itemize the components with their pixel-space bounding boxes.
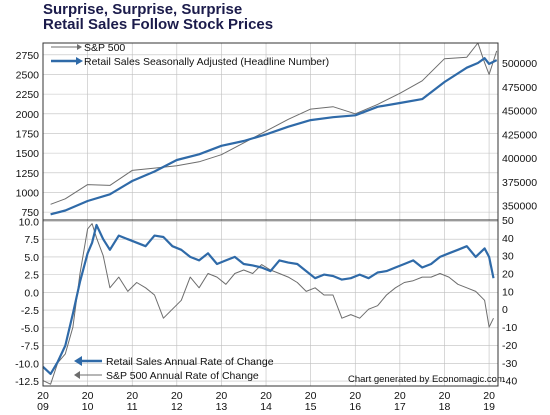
top-right-tick-label: 500000 xyxy=(502,58,537,70)
x-tick-label-top: 20 xyxy=(216,390,228,402)
bottom-right-tick-label: 30 xyxy=(502,251,514,263)
bottom-right-tick-label: -10 xyxy=(502,322,517,334)
bottom-left-tick-label: 10.0 xyxy=(19,216,40,228)
chart-credit: Chart generated by Economagic.com xyxy=(348,374,505,385)
x-tick-label-bottom: 18 xyxy=(439,401,451,413)
bottom-left-tick-label: -2.5 xyxy=(21,305,39,317)
x-tick-label-bottom: 17 xyxy=(394,401,406,413)
x-tick-label-top: 20 xyxy=(394,390,406,402)
top-right-tick-label: 450000 xyxy=(502,106,537,118)
bottom-left-tick-label: -12.5 xyxy=(15,376,39,388)
legend-retail-change-label: Retail Sales Annual Rate of Change xyxy=(106,356,274,368)
legend-retail-label: Retail Sales Seasonally Adjusted (Headli… xyxy=(84,56,329,68)
legend-retail-change-arrow xyxy=(74,356,82,366)
bottom-right-tick-label: 40 xyxy=(502,233,514,245)
bottom-right-tick-label: 50 xyxy=(502,215,514,227)
bottom-right-tick-label: -30 xyxy=(502,358,517,370)
top-sp500-line xyxy=(50,42,498,205)
x-tick-label-top: 20 xyxy=(37,390,49,402)
bottom-left-tick-label: 2.5 xyxy=(24,270,39,282)
x-tick-label-bottom: 13 xyxy=(216,401,228,413)
legend-sp500-change-arrow xyxy=(74,371,80,379)
bottom-right-tick-label: -40 xyxy=(502,376,517,388)
x-tick-label-bottom: 16 xyxy=(349,401,361,413)
legend-bottom: Retail Sales Annual Rate of Change S&P 5… xyxy=(74,356,274,382)
top-left-tick-label: 2750 xyxy=(16,50,40,62)
bottom-left-tick-label: 7.5 xyxy=(24,234,39,246)
top-left-tick-label: 2500 xyxy=(16,69,40,81)
bottom-right-tick-label: -20 xyxy=(502,340,517,352)
x-tick-label-bottom: 15 xyxy=(305,401,317,413)
top-left-tick-label: 1500 xyxy=(16,148,40,160)
top-right-tick-label: 375000 xyxy=(502,177,537,189)
x-tick-label-top: 20 xyxy=(349,390,361,402)
top-right-tick-label: 425000 xyxy=(502,129,537,141)
x-tick-label-bottom: 12 xyxy=(171,401,183,413)
x-tick-label-top: 20 xyxy=(126,390,138,402)
legend-sp500-change-label: S&P 500 Annual Rate of Change xyxy=(106,370,259,382)
legend-retail-arrow xyxy=(76,57,83,65)
x-tick-label-bottom: 09 xyxy=(37,401,49,413)
top-left-tick-label: 2250 xyxy=(16,89,40,101)
top-right-tick-label: 350000 xyxy=(502,201,537,213)
top-right-tick-label: 475000 xyxy=(502,82,537,94)
top-left-tick-label: 1750 xyxy=(16,128,40,140)
top-right-tick-label: 400000 xyxy=(502,153,537,165)
x-tick-label-bottom: 10 xyxy=(82,401,94,413)
top-left-tick-label: 1250 xyxy=(16,168,40,180)
bottom-sp500-change-line xyxy=(42,223,494,385)
bottom-right-tick-label: 0 xyxy=(502,304,508,316)
chart-title-line1: Surprise, Surprise, Surprise xyxy=(43,1,243,18)
bottom-left-tick-label: -10.0 xyxy=(15,358,39,370)
x-tick-label-top: 20 xyxy=(82,390,94,402)
legend-sp500-arrow xyxy=(77,44,82,50)
x-tick-label-bottom: 14 xyxy=(260,401,272,413)
top-left-tick-label: 1000 xyxy=(16,187,40,199)
x-tick-label-top: 20 xyxy=(305,390,317,402)
legend-top: S&P 500 Retail Sales Seasonally Adjusted… xyxy=(51,42,329,68)
top-left-tick-label: 2000 xyxy=(16,109,40,121)
bottom-right-tick-label: 10 xyxy=(502,286,514,298)
bottom-left-tick-label: -7.5 xyxy=(21,341,39,353)
bottom-left-tick-label: 5.0 xyxy=(24,252,39,264)
top-retail-line xyxy=(50,57,498,216)
legend-sp500-label: S&P 500 xyxy=(84,42,125,54)
bottom-left-tick-label: -5.0 xyxy=(21,323,39,335)
bottom-retail-change-line xyxy=(42,223,495,375)
x-tick-label-bottom: 11 xyxy=(127,401,138,413)
x-tick-label-top: 20 xyxy=(439,390,451,402)
series-layer xyxy=(42,42,498,385)
frame-layer xyxy=(42,42,499,387)
x-tick-label-top: 20 xyxy=(483,390,495,402)
chart-title-line2: Retail Sales Follow Stock Prices xyxy=(43,16,274,33)
bottom-panel-frame xyxy=(42,219,499,387)
top-left-tick-label: 750 xyxy=(21,207,39,219)
x-tick-label-bottom: 19 xyxy=(483,401,495,413)
x-tick-label-top: 20 xyxy=(171,390,183,402)
bottom-right-tick-label: 20 xyxy=(502,269,514,281)
tick-layer: 2750250022502000175015001250100075050000… xyxy=(15,50,537,413)
x-tick-label-top: 20 xyxy=(260,390,272,402)
bottom-left-tick-label: 0.0 xyxy=(24,287,39,299)
